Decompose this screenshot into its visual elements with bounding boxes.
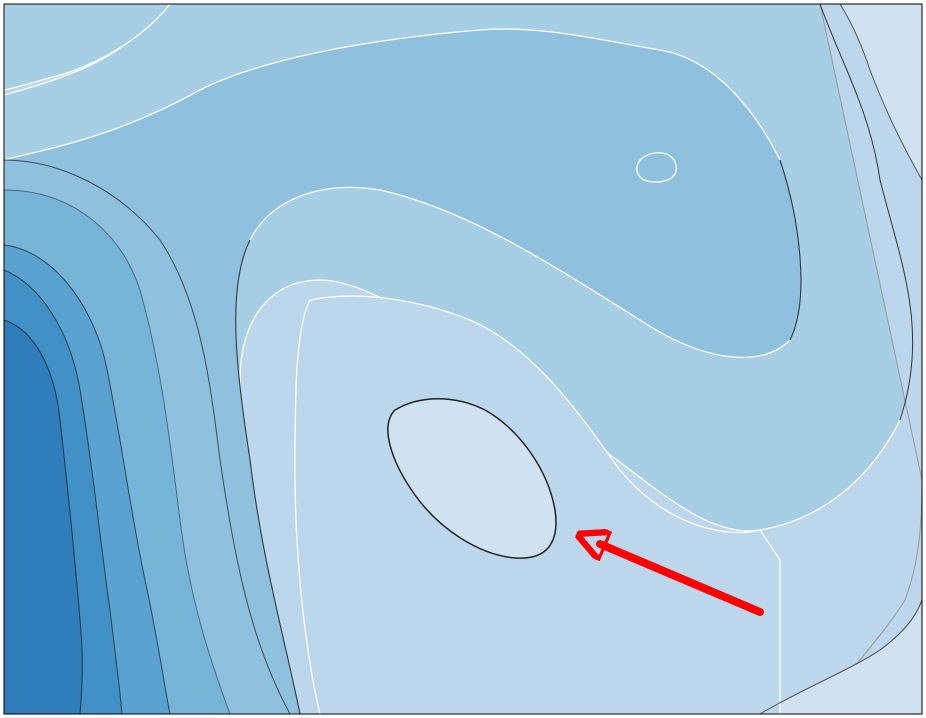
- contour-line-black-center-boundary: [235, 239, 301, 714]
- contour-line-black-bottom-right: [759, 599, 922, 714]
- contour-band-top-right-corner: [839, 4, 922, 182]
- plot-frame: [3, 3, 923, 715]
- contour-line-black-left-band-boundary: [4, 159, 291, 714]
- contour-minimum-basin: [387, 398, 557, 559]
- contour-band-top-left-corner: [4, 4, 171, 91]
- contour-band-left-level-8: [4, 319, 83, 714]
- red-arrow-annotation: [600, 544, 764, 616]
- contour-line-black-far-right: [819, 4, 914, 421]
- contour-line-black-right-boundary: [779, 159, 802, 341]
- contour-small-peak-island: [636, 152, 677, 183]
